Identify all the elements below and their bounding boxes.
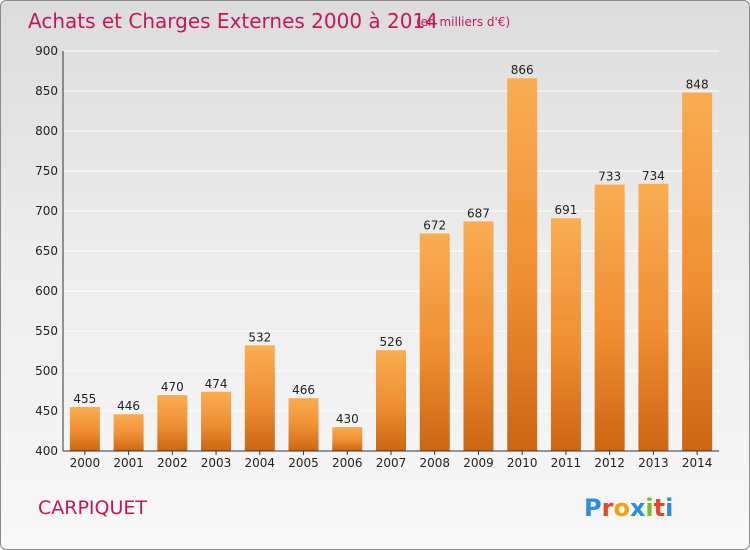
value-label-2003: 474 [205,377,228,391]
bar-2002 [157,395,188,451]
x-tick-label-2007: 2007 [376,456,407,470]
proxiti-logo: Proxiti [584,494,673,522]
value-label-2010: 866 [511,63,534,77]
bar-2000 [69,407,100,451]
x-tick-label-2006: 2006 [332,456,363,470]
value-label-2000: 455 [73,392,96,406]
y-tick-label: 800 [35,124,58,138]
bar-2012 [594,184,625,451]
y-tick-label: 650 [35,244,58,258]
svg-text:Proxiti: Proxiti [584,494,673,522]
x-tick-label-2010: 2010 [507,456,538,470]
x-tick-label-2011: 2011 [551,456,582,470]
x-tick-label-2009: 2009 [463,456,494,470]
bar-2014 [682,92,713,451]
grid-layer [63,50,719,412]
x-tick-label-2003: 2003 [201,456,232,470]
x-tick-label-2013: 2013 [638,456,669,470]
place-name: CARPIQUET [38,497,147,519]
value-labels-layer: 455 446 470 474 532 466 430 526 672 687 866 691 733 7… [73,63,708,426]
chart-subtitle: (en milliers d'€) [416,15,510,29]
bar-2005 [288,398,319,451]
value-label-2008: 672 [423,218,446,232]
bar-2004 [244,345,275,451]
y-tick-label: 450 [35,404,58,418]
value-label-2014: 848 [686,78,709,92]
value-label-2002: 470 [161,380,184,394]
value-label-2012: 733 [598,170,621,184]
x-tick-label-2005: 2005 [288,456,319,470]
value-label-2011: 691 [554,203,577,217]
x-tick-label-2000: 2000 [70,456,101,470]
bar-2001 [113,414,144,451]
y-tick-label: 900 [35,44,58,58]
bar-2003 [201,391,232,451]
bar-2013 [638,183,669,452]
x-tick-label-2008: 2008 [419,456,450,470]
x-tick-label-2004: 2004 [245,456,276,470]
bar-2007 [376,350,406,451]
bar-2009 [463,221,494,451]
value-label-2013: 734 [642,169,665,183]
x-tick-label-2014: 2014 [682,456,713,470]
bars-layer [69,78,713,452]
y-tick-label: 700 [35,204,58,218]
y-tick-label: 400 [35,444,58,458]
bar-2008 [419,233,450,451]
y-tick-label: 850 [35,84,58,98]
y-tick-label: 750 [35,164,58,178]
value-label-2006: 430 [336,412,359,426]
x-tick-label-2012: 2012 [594,456,625,470]
y-tick-label: 600 [35,284,58,298]
bar-2010 [507,78,538,451]
value-label-2005: 466 [292,383,315,397]
tick-labels-layer: 400 450 500 550 600 650 700 750 800 850 900 2000 200… [35,44,712,470]
y-tick-label: 550 [35,324,58,338]
chart-title: Achats et Charges Externes 2000 à 2014 [28,9,438,33]
value-label-2007: 526 [380,335,403,349]
x-tick-label-2002: 2002 [157,456,188,470]
y-tick-label: 500 [35,364,58,378]
value-label-2009: 687 [467,206,490,220]
value-label-2004: 532 [248,330,271,344]
value-label-2001: 446 [117,399,140,413]
bar-2011 [550,218,581,451]
bar-2006 [332,427,363,451]
x-tick-label-2001: 2001 [113,456,144,470]
